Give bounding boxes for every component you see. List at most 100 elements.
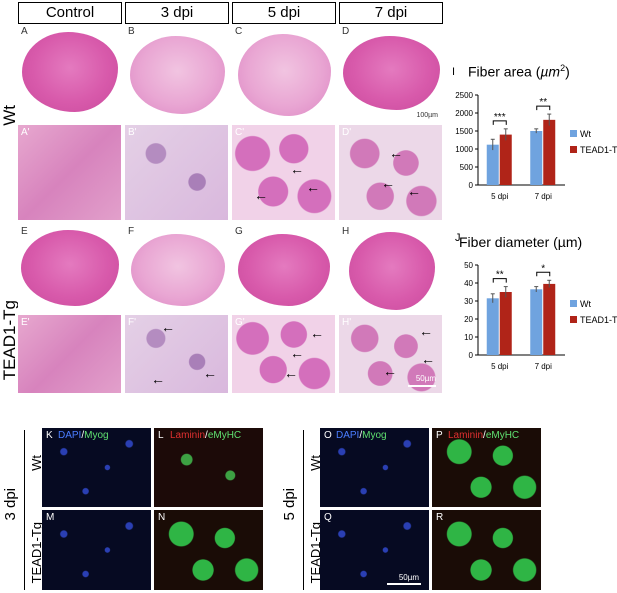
stain-label: DAPI/Myog: [58, 430, 109, 441]
panel-c-whole-section: C: [232, 24, 335, 122]
stain-label: DAPI/Myog: [336, 430, 387, 441]
arrow-icon: ←: [310, 325, 324, 341]
panel-letter: L: [158, 430, 164, 441]
arrow-icon: ←: [389, 145, 403, 161]
arrow-icon: ←: [383, 363, 397, 379]
panel-h-whole-section: H: [339, 224, 442, 312]
arrow-icon: ←: [290, 161, 304, 177]
chart-title-fiber-diameter: Fiber diameter (µm): [459, 234, 583, 250]
arrow-icon: ←: [161, 319, 175, 335]
bar: [499, 292, 512, 355]
panel-letter: E: [21, 226, 28, 237]
fluo-row-label-3dpi: 3 dpi: [2, 488, 19, 521]
bar: [543, 283, 556, 355]
bar: [486, 144, 499, 185]
row-label-tead1-tg: TEAD1-Tg: [0, 300, 19, 381]
stain-b: eMyHC: [485, 430, 520, 441]
column-header-5dpi: 5 dpi: [232, 2, 336, 24]
legend-swatch: [570, 300, 577, 307]
arrow-icon: ←: [254, 187, 268, 203]
chart-letter-i: I: [452, 66, 456, 78]
column-header-7dpi: 7 dpi: [339, 2, 443, 24]
arrow-icon: ←: [407, 183, 421, 199]
panel-a-prime-zoom: A': [18, 125, 121, 220]
panel-letter: D: [342, 26, 350, 37]
panel-letter: K: [46, 430, 53, 441]
stain-a: DAPI: [336, 430, 360, 441]
panel-g-whole-section: G: [232, 224, 335, 312]
x-tick-label: 5 dpi: [491, 362, 509, 371]
arrow-icon: ←: [284, 365, 298, 381]
y-tick-label: 500: [460, 163, 474, 172]
arrow-icon: ←: [421, 351, 435, 367]
panel-letter: C: [235, 26, 243, 37]
significance-label: *: [541, 263, 545, 274]
panel-letter: O: [324, 430, 332, 441]
panel-letter: B: [128, 26, 135, 37]
legend-swatch: [570, 130, 577, 137]
arrow-icon: ←: [290, 345, 304, 361]
chart-title-main: Fiber area (: [468, 63, 541, 80]
fluo-panel-m: M: [42, 510, 151, 590]
legend-label: Wt: [580, 129, 591, 139]
stain-sep: /: [359, 430, 363, 441]
legend-label: TEAD1-Tg: [580, 315, 617, 325]
chart-fiber-diameter: 0 10 20 30 40 50 ** 5 dpi * 7 dpi Wt TEAD1-Tg: [464, 261, 617, 371]
panel-b-whole-section: B: [125, 24, 228, 122]
bar: [486, 298, 499, 355]
panel-letter: A: [21, 26, 28, 37]
panel-e-prime-zoom: E': [18, 315, 121, 393]
scale-bar: [408, 385, 436, 387]
y-tick-label: 40: [464, 279, 473, 288]
significance-bracket: [492, 278, 507, 283]
y-tick-label: 0: [469, 181, 474, 190]
y-tick-label: 1500: [455, 127, 473, 136]
chart-title-fiber-area: Fiber area (µm2): [468, 63, 570, 80]
panel-f-whole-section: F: [125, 224, 228, 312]
panel-letter: R: [436, 512, 444, 523]
stain-sep: /: [483, 430, 486, 441]
chart-letter-j: J: [455, 232, 461, 244]
bar: [530, 131, 543, 185]
y-tick-label: 20: [464, 315, 473, 324]
fluo-bracket-right: [303, 430, 304, 590]
y-tick-label: 10: [464, 333, 473, 342]
bar: [530, 289, 543, 355]
bar: [543, 119, 556, 185]
chart-fiber-area: 0 500 1000 1500 2000 2500 *** 5 dpi ** 7 dpi Wt TEA…: [455, 91, 617, 201]
y-tick-label: 2500: [455, 91, 473, 100]
panel-letter: F: [128, 226, 135, 237]
legend-label: TEAD1-Tg: [580, 145, 617, 155]
y-tick-label: 0: [469, 351, 474, 360]
panel-letter: H: [342, 226, 350, 237]
y-tick-label: 30: [464, 297, 473, 306]
arrow-icon: ←: [203, 365, 217, 381]
scale-bar-label: 100µm: [416, 112, 438, 119]
stain-a: Laminin: [448, 430, 484, 441]
y-tick-label: 2000: [455, 109, 473, 118]
fluo-row-label-5dpi: 5 dpi: [281, 488, 298, 521]
fluo-bracket-left: [24, 430, 25, 590]
panel-b-prime-zoom: B': [125, 125, 228, 220]
significance-bracket: [536, 271, 551, 277]
panel-letter: N: [158, 512, 166, 523]
fluo-panel-q: Q 50µm: [320, 510, 429, 590]
panel-d-prime-zoom: D' ← ← ←: [339, 125, 442, 220]
panel-letter: C': [235, 127, 245, 138]
panel-a-whole-section: A: [18, 24, 121, 122]
y-tick-label: 1000: [455, 145, 473, 154]
panel-letter: E': [21, 317, 30, 328]
significance-label: **: [496, 270, 504, 281]
significance-bracket: [492, 120, 507, 125]
x-tick-label: 7 dpi: [535, 192, 553, 201]
stain-label: Laminin/eMyHC: [448, 430, 519, 441]
stain-b: eMyHC: [207, 430, 242, 441]
bar: [499, 134, 512, 185]
fluo-panel-o: O DAPI/Myog: [320, 428, 429, 507]
significance-label: ***: [494, 112, 506, 123]
fluo-panel-l: L Laminin/eMyHC: [154, 428, 263, 507]
stain-b: Myog: [84, 430, 109, 441]
scale-bar: [387, 583, 421, 585]
chart-title-sup: 2: [560, 63, 566, 73]
stain-label: Laminin/eMyHC: [170, 430, 241, 441]
